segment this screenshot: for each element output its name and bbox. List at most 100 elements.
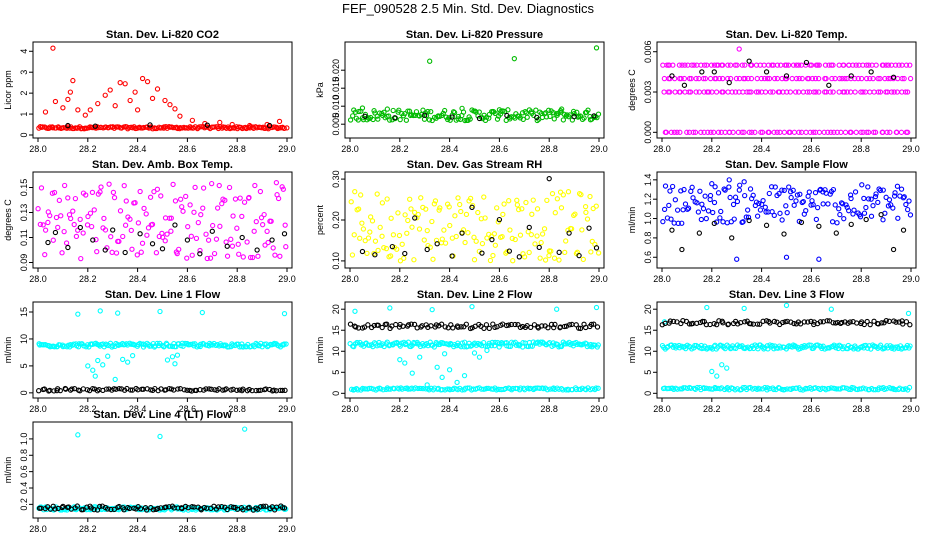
data-point: [905, 310, 912, 317]
data-point: [207, 255, 214, 261]
data-point: [70, 208, 76, 214]
data-point: [683, 318, 690, 325]
data-point: [763, 69, 770, 75]
data-point: [824, 318, 830, 324]
data-point: [123, 341, 130, 347]
data-point: [372, 238, 379, 244]
data-point: [378, 342, 384, 348]
x-tick-label: 28.8: [852, 144, 870, 154]
plot-frame: [344, 41, 605, 139]
data-point: [834, 129, 840, 135]
data-point: [847, 192, 854, 198]
data-point: [168, 215, 174, 221]
data-point: [404, 230, 410, 236]
data-point: [184, 255, 190, 261]
data-point: [728, 219, 734, 225]
data-point: [556, 249, 562, 255]
data-point: [831, 129, 837, 135]
data-point: [97, 189, 103, 195]
data-point: [457, 201, 463, 208]
data-point: [122, 81, 128, 87]
data-point: [677, 89, 683, 95]
plot-frame: [32, 301, 293, 399]
data-point: [901, 75, 907, 82]
chart-panel-gas-rh: Stan. Dev. Gas Stream RH 28.0 28.2 28.4 28.6…: [312, 155, 624, 290]
x-tick-label: 28.6: [491, 404, 509, 414]
data-point: [668, 216, 674, 222]
data-point: [177, 196, 184, 202]
data-point: [666, 202, 672, 209]
data-point: [595, 111, 602, 117]
data-point: [672, 89, 678, 95]
data-point: [895, 75, 901, 82]
data-point: [690, 195, 696, 201]
data-point: [50, 237, 56, 243]
y-tick-label: 0: [19, 132, 29, 137]
panel-title: Stan. Dev. Line 4 (LT) Flow: [93, 409, 232, 421]
data-point: [423, 206, 429, 212]
data-point: [813, 89, 819, 95]
data-point: [667, 89, 673, 95]
data-point: [506, 343, 512, 350]
x-tick-label: 28.4: [441, 404, 459, 414]
data-point: [234, 225, 240, 231]
data-point: [584, 216, 591, 222]
data-point: [89, 223, 95, 230]
data-point: [442, 107, 448, 114]
data-point: [42, 251, 48, 258]
data-point: [686, 75, 693, 82]
data-point: [833, 230, 839, 236]
data-point: [803, 59, 810, 66]
data-point: [389, 243, 395, 250]
data-point: [841, 216, 847, 222]
data-point: [211, 250, 218, 257]
data-point: [697, 188, 703, 194]
data-point: [527, 324, 534, 331]
y-tick-label: 0.005: [331, 113, 341, 136]
data-point: [717, 215, 723, 221]
data-point: [546, 107, 552, 113]
x-tick-label: 28.2: [391, 144, 409, 154]
data-point: [720, 89, 726, 95]
data-point: [73, 233, 80, 240]
x-tick-label: 29.0: [902, 274, 920, 284]
data-point: [455, 324, 461, 330]
data-point: [746, 217, 752, 224]
chart-panel-line1-flow: Stan. Dev. Line 1 Flow 28.0 28.2 28.4 28.6 28…: [0, 285, 312, 420]
plot-frame: [344, 301, 605, 399]
data-point: [741, 129, 747, 135]
data-point: [416, 226, 423, 232]
data-point: [367, 229, 373, 235]
data-point: [172, 222, 178, 228]
data-point: [469, 304, 475, 310]
data-point: [410, 112, 417, 119]
data-point: [74, 503, 80, 509]
data-point: [558, 343, 565, 350]
data-point: [203, 231, 209, 237]
y-tick-label: 0.30: [331, 170, 341, 188]
data-point: [239, 341, 245, 347]
data-point: [282, 222, 288, 228]
data-point: [757, 386, 763, 392]
data-point: [141, 205, 147, 212]
data-point: [798, 219, 805, 226]
data-point: [772, 184, 778, 190]
x-tick-label: 28.0: [653, 404, 671, 414]
data-point: [547, 113, 553, 120]
data-point: [817, 319, 824, 325]
data-point: [150, 507, 157, 513]
data-point: [777, 129, 783, 135]
data-point: [362, 113, 368, 119]
data-point: [885, 62, 891, 68]
data-point: [450, 325, 456, 331]
data-point: [121, 507, 127, 513]
data-point: [68, 215, 74, 222]
data-point: [769, 209, 775, 215]
data-point: [735, 321, 741, 327]
data-point: [761, 75, 768, 82]
x-tick-label: 28.2: [79, 524, 97, 534]
data-point: [476, 354, 483, 360]
data-point: [50, 125, 56, 131]
data-point: [832, 202, 838, 208]
data-point: [496, 107, 503, 113]
